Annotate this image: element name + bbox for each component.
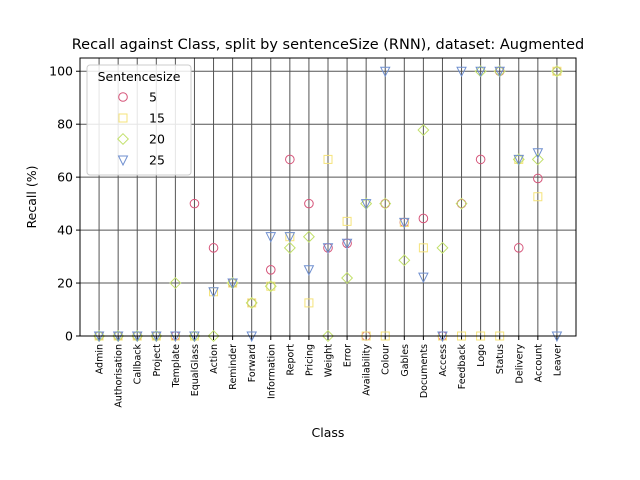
data-point-circle — [418, 213, 429, 224]
data-point-circle — [456, 198, 467, 209]
data-point-circle — [304, 198, 314, 209]
y-axis-label: Recall (%) — [24, 166, 39, 229]
x-tick-label: Callback — [133, 344, 144, 385]
legend-label: 20 — [149, 132, 165, 147]
data-point-diamond — [436, 241, 449, 254]
data-point-triangle-down — [398, 217, 410, 229]
chart-title: Recall against Class, split by sentenceS… — [72, 37, 584, 53]
y-tick-label: 40 — [57, 223, 73, 238]
legend: Sentencesize 5 15 20 25 — [86, 64, 192, 176]
x-tick-label: Leaver — [552, 344, 563, 376]
data-point-diamond — [207, 329, 220, 343]
data-point-circle — [513, 243, 524, 253]
data-point-diamond — [531, 153, 544, 166]
data-point-triangle-down — [360, 199, 372, 210]
data-point-diamond — [379, 197, 392, 210]
y-axis-ticks: 0 20 40 60 80 100 — [49, 64, 80, 344]
data-point-triangle-down — [513, 154, 525, 166]
data-point-diamond — [321, 329, 335, 343]
data-point-triangle-down — [322, 243, 334, 254]
x-tick-label: Status — [495, 344, 506, 374]
data-point-diamond — [283, 241, 296, 254]
legend-marker-diamond — [116, 132, 130, 146]
data-point-square — [552, 66, 562, 76]
data-point-triangle-down — [341, 238, 353, 250]
data-point-square — [418, 243, 428, 253]
x-tick-label: Authorisation — [114, 344, 125, 408]
data-point-diamond — [264, 280, 277, 293]
data-point-triangle-down — [379, 66, 391, 78]
x-tick-label: Gables — [400, 344, 411, 377]
data-point-diamond — [302, 230, 315, 243]
data-point-diamond — [417, 124, 430, 137]
x-tick-label: Reminder — [228, 344, 239, 390]
data-point-circle — [265, 265, 276, 275]
y-tick-label: 60 — [57, 170, 73, 185]
y-tick-label: 0 — [65, 329, 73, 344]
x-tick-label: Feedback — [457, 344, 468, 390]
x-tick-label: Logo — [476, 344, 487, 367]
x-tick-label: Delivery — [514, 344, 525, 384]
x-tick-label: Project — [152, 344, 163, 377]
data-point-square — [304, 298, 314, 308]
x-tick-label: Documents — [419, 344, 430, 398]
data-point-circle — [533, 173, 543, 184]
data-point-square — [266, 281, 276, 291]
data-point-square — [342, 216, 352, 226]
legend-marker-triangle-down — [117, 155, 129, 167]
legend-box — [86, 64, 192, 176]
legend-label: 15 — [149, 111, 165, 126]
data-point-triangle-down — [265, 232, 277, 243]
data-point-triangle-down — [532, 148, 544, 159]
x-tick-label: Weight — [324, 344, 335, 377]
x-tick-label: Colour — [381, 344, 392, 375]
legend-marker-circle — [118, 92, 128, 102]
x-tick-label: Access — [438, 344, 449, 377]
data-point-triangle-down — [475, 66, 486, 78]
x-tick-label: Forward — [247, 344, 258, 382]
data-point-circle — [285, 154, 295, 165]
data-point-diamond — [550, 65, 563, 78]
data-point-circle — [208, 243, 219, 253]
x-tick-label: EqualGlass — [190, 344, 201, 396]
data-point-circle — [189, 198, 200, 209]
data-point-triangle-down — [284, 232, 296, 243]
y-tick-label: 80 — [57, 117, 73, 132]
x-tick-label: Admin — [95, 344, 106, 374]
x-tick-label: Report — [285, 344, 296, 376]
x-tick-label: Pricing — [304, 344, 315, 376]
data-point-triangle-down — [227, 278, 238, 290]
data-point-diamond — [398, 254, 411, 267]
data-point-circle — [475, 154, 486, 165]
data-point-square — [323, 154, 333, 164]
x-tick-label: Availability — [362, 344, 373, 396]
data-point-triangle-down — [418, 272, 429, 284]
x-tick-label: Account — [533, 344, 544, 383]
y-tick-label: 20 — [57, 276, 73, 291]
plot-frame — [79, 57, 577, 337]
data-point-triangle-down — [456, 66, 467, 78]
data-point-triangle-down — [303, 265, 315, 276]
y-tick-label: 100 — [49, 64, 73, 79]
legend-label: 5 — [149, 90, 157, 105]
x-tick-label: Error — [343, 344, 354, 367]
data-point-diamond — [455, 197, 468, 210]
x-tick-label: Template — [171, 344, 182, 389]
data-point-circle — [380, 198, 391, 209]
legend-marker-square — [118, 113, 128, 123]
data-point-square — [533, 192, 543, 202]
data-point-diamond — [245, 296, 258, 309]
legend-label: 25 — [149, 153, 165, 168]
data-point-diamond — [169, 277, 182, 290]
data-point-square — [247, 298, 257, 308]
x-axis-ticks: Admin Authorisation Callback Project Templat… — [95, 336, 563, 408]
data-point-triangle-down — [208, 287, 219, 298]
data-point-diamond — [341, 272, 354, 285]
data-point-triangle-down — [494, 66, 506, 78]
x-tick-label: Action — [209, 344, 220, 374]
x-tick-label: Information — [266, 344, 277, 399]
legend-title: Sentencesize — [98, 69, 181, 84]
x-axis-label: Class — [312, 425, 345, 440]
